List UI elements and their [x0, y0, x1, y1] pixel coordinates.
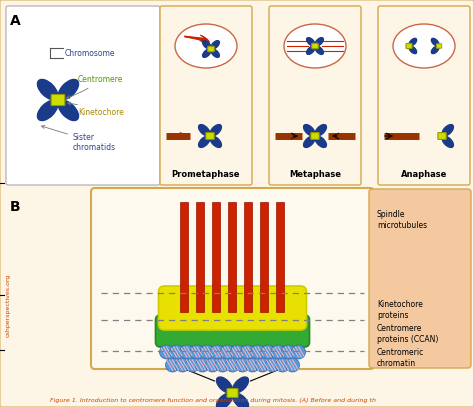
Circle shape: [255, 358, 270, 372]
Ellipse shape: [199, 136, 210, 147]
Text: B: B: [10, 200, 21, 214]
Ellipse shape: [431, 46, 439, 54]
Text: Prometaphase: Prometaphase: [172, 170, 240, 179]
Circle shape: [220, 345, 235, 359]
Text: Centromeric
chromatin: Centromeric chromatin: [377, 348, 424, 368]
Ellipse shape: [303, 125, 315, 136]
Ellipse shape: [211, 49, 219, 57]
Ellipse shape: [409, 46, 417, 54]
FancyBboxPatch shape: [158, 286, 307, 330]
Ellipse shape: [315, 136, 327, 147]
Ellipse shape: [315, 37, 323, 46]
Bar: [276, 202, 284, 312]
FancyBboxPatch shape: [269, 6, 361, 185]
Text: Centromere
proteins (CCAN): Centromere proteins (CCAN): [377, 324, 438, 344]
Ellipse shape: [217, 393, 232, 407]
Ellipse shape: [175, 24, 237, 68]
Text: Chromosome: Chromosome: [65, 48, 116, 57]
Ellipse shape: [431, 38, 439, 46]
Ellipse shape: [303, 136, 315, 147]
Circle shape: [271, 345, 285, 359]
Ellipse shape: [393, 24, 455, 68]
Circle shape: [170, 345, 183, 359]
Text: Figure 1. Introduction to centromere function and organization during mitosis. (: Figure 1. Introduction to centromere fun…: [50, 398, 376, 403]
Circle shape: [285, 358, 300, 372]
FancyBboxPatch shape: [436, 44, 442, 48]
Circle shape: [282, 345, 295, 359]
FancyBboxPatch shape: [206, 133, 214, 140]
Ellipse shape: [307, 46, 315, 55]
Ellipse shape: [284, 24, 346, 68]
Circle shape: [185, 358, 200, 372]
FancyBboxPatch shape: [311, 133, 319, 140]
Circle shape: [206, 358, 219, 372]
Ellipse shape: [233, 393, 248, 407]
Circle shape: [251, 345, 265, 359]
FancyBboxPatch shape: [369, 189, 471, 368]
Circle shape: [292, 345, 306, 359]
Circle shape: [159, 345, 173, 359]
Ellipse shape: [37, 100, 58, 120]
Ellipse shape: [199, 125, 210, 136]
Text: Sister
chromatids: Sister chromatids: [42, 125, 116, 152]
Circle shape: [210, 345, 224, 359]
Ellipse shape: [217, 377, 232, 393]
Circle shape: [236, 358, 249, 372]
Bar: [181, 202, 189, 312]
Circle shape: [200, 345, 214, 359]
Bar: [228, 202, 237, 312]
Ellipse shape: [202, 49, 211, 57]
Bar: [212, 202, 220, 312]
Circle shape: [265, 358, 280, 372]
Ellipse shape: [307, 37, 315, 46]
Circle shape: [180, 345, 194, 359]
Text: Kinetochore
proteins: Kinetochore proteins: [377, 300, 423, 320]
Text: Metaphase: Metaphase: [289, 170, 341, 179]
Text: Spindle
microtubules: Spindle microtubules: [377, 210, 427, 230]
Circle shape: [241, 345, 255, 359]
Circle shape: [165, 358, 180, 372]
Circle shape: [216, 358, 229, 372]
FancyBboxPatch shape: [155, 315, 310, 347]
Circle shape: [226, 358, 239, 372]
FancyBboxPatch shape: [227, 389, 238, 398]
FancyBboxPatch shape: [6, 6, 160, 185]
Circle shape: [246, 358, 259, 372]
Ellipse shape: [210, 125, 221, 136]
Text: cshperspectives.org: cshperspectives.org: [6, 274, 11, 337]
FancyBboxPatch shape: [91, 188, 374, 369]
FancyBboxPatch shape: [378, 6, 470, 185]
Ellipse shape: [211, 41, 219, 49]
Bar: [197, 202, 204, 312]
Circle shape: [195, 358, 210, 372]
Bar: [261, 202, 268, 312]
Ellipse shape: [442, 125, 454, 136]
Text: A: A: [10, 14, 21, 28]
Ellipse shape: [58, 79, 79, 100]
Bar: [245, 202, 253, 312]
Circle shape: [261, 345, 275, 359]
FancyBboxPatch shape: [312, 43, 318, 49]
Ellipse shape: [210, 136, 221, 147]
Ellipse shape: [409, 38, 417, 46]
Text: Centromere: Centromere: [66, 75, 123, 98]
FancyBboxPatch shape: [51, 94, 65, 105]
Ellipse shape: [315, 125, 327, 136]
Circle shape: [230, 345, 245, 359]
Ellipse shape: [442, 136, 454, 147]
FancyBboxPatch shape: [160, 6, 252, 185]
FancyBboxPatch shape: [438, 133, 446, 140]
FancyBboxPatch shape: [406, 44, 412, 48]
Ellipse shape: [37, 79, 58, 100]
Ellipse shape: [315, 46, 323, 55]
Ellipse shape: [233, 377, 248, 393]
Circle shape: [275, 358, 290, 372]
Ellipse shape: [58, 100, 79, 120]
Text: Anaphase: Anaphase: [401, 170, 447, 179]
Text: Kinetochore: Kinetochore: [68, 102, 124, 117]
Ellipse shape: [202, 41, 211, 49]
Circle shape: [190, 345, 204, 359]
Circle shape: [175, 358, 190, 372]
FancyBboxPatch shape: [208, 46, 214, 52]
